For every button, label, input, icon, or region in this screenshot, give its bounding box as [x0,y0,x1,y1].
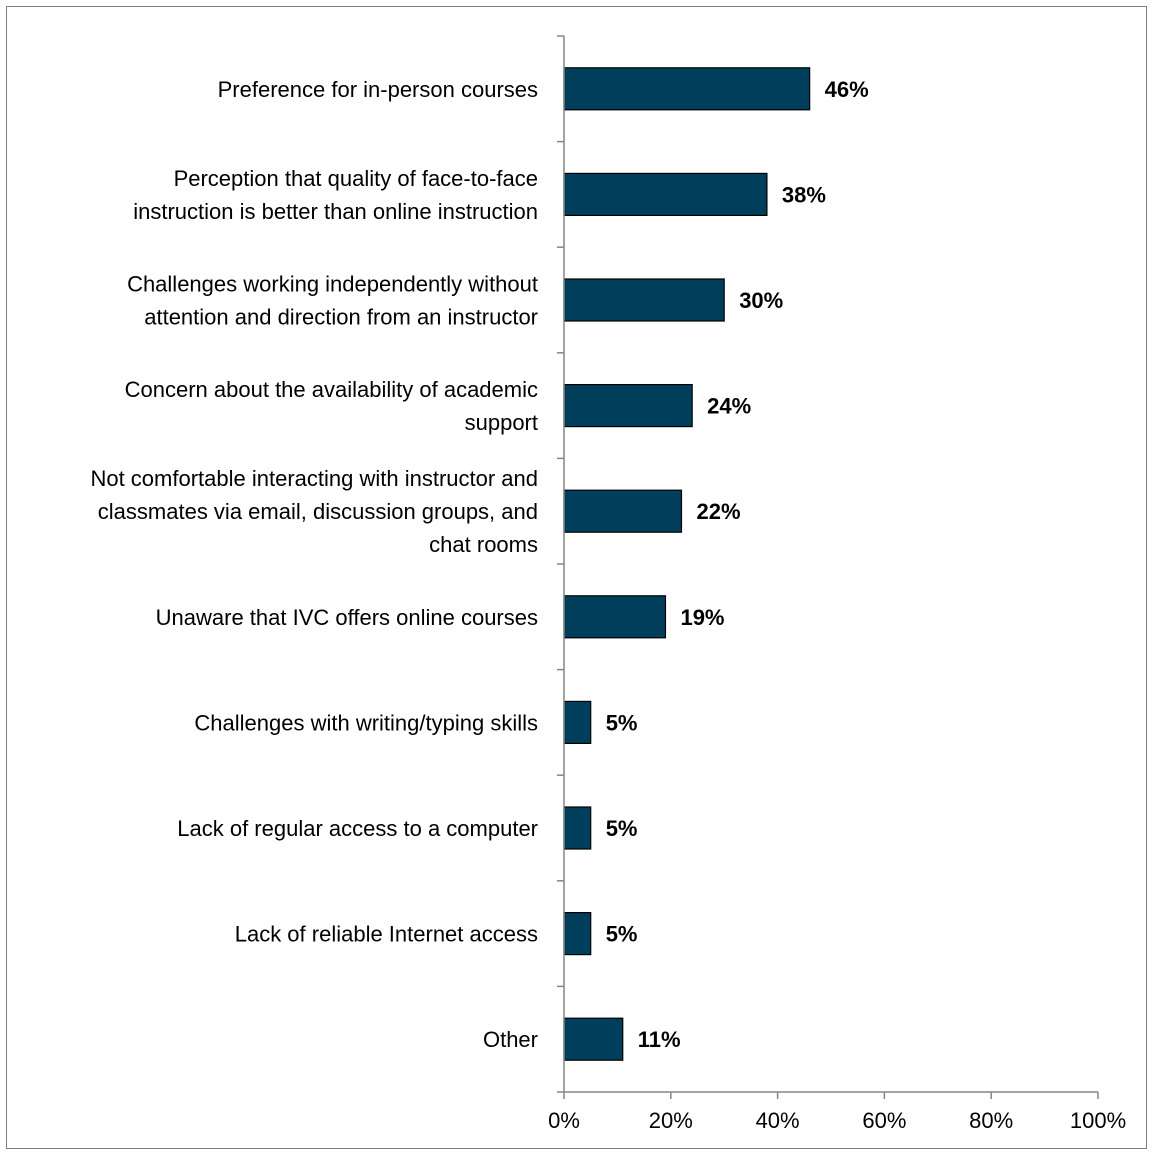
data-label: 5% [606,816,638,841]
bar [563,489,683,533]
data-label: 11% [638,1027,681,1052]
data-label: 19% [680,605,724,630]
category-label: Concern about the availability of academ… [125,377,538,435]
category-label: Preference for in-person courses [218,77,538,102]
category-label-line: Not comfortable interacting with instruc… [90,466,538,491]
x-tick-label: 40% [756,1108,800,1133]
category-label: Lack of reliable Internet access [235,922,538,947]
bar [563,806,592,850]
bar [563,595,667,639]
data-label: 5% [606,710,638,735]
bar [563,172,768,216]
category-label: Challenges working independently without… [127,272,538,330]
category-label-line: Lack of reliable Internet access [235,922,538,947]
category-label: Perception that quality of face-to-face i… [133,166,538,224]
category-label: Lack of regular access to a computer [177,816,538,841]
data-label: 5% [606,922,638,947]
bars-layer [563,67,811,1061]
category-label-line: support [465,410,538,435]
data-label: 30% [739,288,783,313]
axis-layer [557,35,1099,1099]
x-tick-label: 100% [1070,1108,1126,1133]
category-label-line: Perception that quality of face-to-face [174,166,538,191]
category-label: Other [483,1027,538,1052]
category-label: Unaware that IVC offers online courses [156,605,538,630]
x-tick-label: 20% [649,1108,693,1133]
category-label-line: Unaware that IVC offers online courses [156,605,538,630]
data-label: 24% [707,394,751,419]
bar [563,911,592,956]
bar [563,700,592,745]
category-label-line: Other [483,1027,538,1052]
category-label-line: Concern about the availability of academ… [125,377,538,402]
data-label: 22% [696,499,740,524]
category-label-line: Preference for in-person courses [218,77,538,102]
bar [563,1017,624,1061]
category-label-line: classmates via email, discussion groups,… [98,499,538,524]
category-label-line: instruction is better than online instru… [133,199,538,224]
category-label: Not comfortable interacting with instruc… [90,466,538,557]
labels-layer: 46% Preference for in-person courses 38% Pe… [90,77,1126,1133]
category-label-line: attention and direction from an instruct… [144,305,538,330]
category-label-line: Lack of regular access to a computer [177,816,538,841]
bar [563,278,725,322]
category-label: Challenges with writing/typing skills [194,710,538,735]
x-tick-label: 60% [862,1108,906,1133]
bar [563,67,811,111]
bar [563,384,693,428]
x-tick-label: 0% [548,1108,580,1133]
x-tick-label: 80% [969,1108,1013,1133]
data-label: 38% [782,182,826,207]
data-label: 46% [825,77,869,102]
category-label-line: Challenges with writing/typing skills [194,710,538,735]
category-label-line: Challenges working independently without [127,272,538,297]
category-label-line: chat rooms [429,532,538,557]
